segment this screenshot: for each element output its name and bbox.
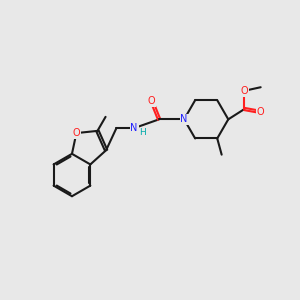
Text: O: O [73,128,80,138]
Text: N: N [180,114,188,124]
Text: O: O [257,107,265,117]
Text: N: N [130,123,138,133]
Text: O: O [241,86,248,96]
Text: O: O [148,96,155,106]
Text: H: H [139,128,145,137]
